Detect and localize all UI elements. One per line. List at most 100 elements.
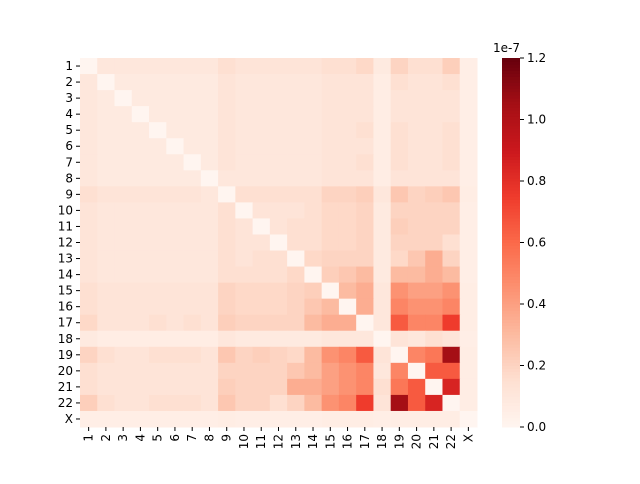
heatmap-cell — [356, 330, 374, 348]
heatmap-cell — [287, 250, 305, 268]
colorbar-step — [502, 85, 520, 90]
heatmap-cell — [200, 410, 219, 428]
heatmap-cell — [442, 282, 461, 300]
heatmap-cell — [235, 186, 254, 203]
heatmap-cell — [218, 234, 236, 252]
heatmap-cell — [321, 330, 340, 348]
heatmap-cell — [407, 234, 426, 252]
y-tick-label: 7 — [65, 155, 73, 169]
heatmap-cell — [166, 298, 185, 316]
colorbar-step — [502, 374, 520, 379]
colorbar-step — [502, 162, 520, 167]
heatmap-cell — [356, 90, 374, 107]
heatmap-cell — [183, 106, 202, 123]
heatmap-cell — [390, 90, 409, 107]
heatmap-cell — [131, 234, 150, 252]
heatmap-cell — [252, 170, 271, 187]
colorbar-step — [502, 205, 520, 210]
heatmap-cell — [80, 298, 98, 316]
x-tick-label: 22 — [444, 434, 458, 449]
colorbar-step — [502, 294, 520, 299]
heatmap-cell — [218, 154, 236, 171]
heatmap-cell — [269, 234, 288, 252]
heatmap-cell — [183, 410, 202, 428]
heatmap-cell — [183, 170, 202, 187]
heatmap-cell — [183, 282, 202, 300]
heatmap-cell — [200, 378, 219, 396]
colorbar-tick-label: 0.2 — [527, 359, 546, 373]
heatmap-cell — [425, 186, 443, 203]
heatmap-cell — [338, 106, 357, 123]
heatmap-cell — [373, 314, 392, 332]
colorbar-step — [502, 353, 520, 357]
heatmap-cell — [97, 282, 116, 300]
heatmap-cell — [183, 234, 202, 252]
colorbar-step — [502, 408, 520, 413]
heatmap-cell — [373, 202, 392, 219]
colorbar-step — [502, 217, 520, 222]
colorbar-step — [502, 405, 520, 410]
heatmap-cell — [459, 330, 478, 348]
y-tick-label: 3 — [65, 91, 73, 105]
heatmap-cell — [80, 282, 98, 300]
colorbar-tick-label: 1.2 — [527, 51, 546, 65]
colorbar-step — [502, 343, 520, 348]
colorbar-step — [502, 79, 520, 84]
colorbar-step — [502, 224, 520, 228]
heatmap-cell — [166, 266, 185, 284]
heatmap-cell — [390, 154, 409, 171]
heatmap-cell — [114, 218, 133, 235]
colorbar-step — [502, 260, 520, 265]
heatmap-cell — [425, 266, 443, 284]
heatmap-cell — [407, 186, 426, 203]
colorbar-step — [502, 67, 520, 71]
heatmap-cell — [166, 314, 185, 332]
x-tick-label: 21 — [427, 434, 441, 449]
heatmap-cell — [166, 378, 185, 396]
heatmap-cell — [149, 218, 167, 235]
heatmap-cell — [425, 314, 443, 332]
heatmap-cell — [390, 106, 409, 123]
heatmap-cell — [218, 186, 236, 203]
heatmap-cell — [149, 58, 167, 75]
heatmap-cell — [356, 170, 374, 187]
heatmap-cell — [373, 346, 392, 364]
heatmap-cell — [114, 378, 133, 396]
heatmap-cell — [338, 298, 357, 316]
heatmap-cell — [80, 106, 98, 123]
heatmap-cell — [80, 138, 98, 155]
colorbar-step — [502, 310, 520, 314]
heatmap-cell — [304, 234, 323, 252]
y-tick-label: 6 — [65, 139, 73, 153]
colorbar-step — [502, 267, 520, 271]
colorbar-step — [502, 187, 520, 191]
heatmap-cell — [321, 202, 340, 219]
heatmap-cell — [114, 138, 133, 155]
heatmap-cell — [200, 186, 219, 203]
heatmap-cell — [218, 74, 236, 91]
x-tick-label: 11 — [254, 434, 268, 449]
heatmap-cell — [149, 282, 167, 300]
colorbar-step — [502, 242, 520, 247]
heatmap-cell — [97, 170, 116, 187]
heatmap-cell — [287, 90, 305, 107]
colorbar-step — [502, 113, 520, 117]
heatmap-cell — [114, 346, 133, 364]
heatmap-cell — [235, 410, 254, 428]
y-tick-label: 15 — [58, 284, 73, 298]
heatmap-cell — [97, 394, 116, 412]
colorbar-step — [502, 211, 520, 216]
y-tick-label: 2 — [65, 75, 73, 89]
colorbar-step — [502, 202, 520, 207]
heatmap-cell — [235, 378, 254, 396]
x-tick-label: 15 — [323, 434, 337, 449]
heatmap-cell — [218, 90, 236, 107]
heatmap-cell — [407, 330, 426, 348]
heatmap-cell — [304, 298, 323, 316]
heatmap-cell — [114, 170, 133, 187]
heatmap-cell — [183, 362, 202, 380]
heatmap-cell — [321, 362, 340, 380]
y-tick-label: 9 — [65, 187, 73, 201]
heatmap-cell — [459, 138, 478, 155]
heatmap-cell — [304, 282, 323, 300]
